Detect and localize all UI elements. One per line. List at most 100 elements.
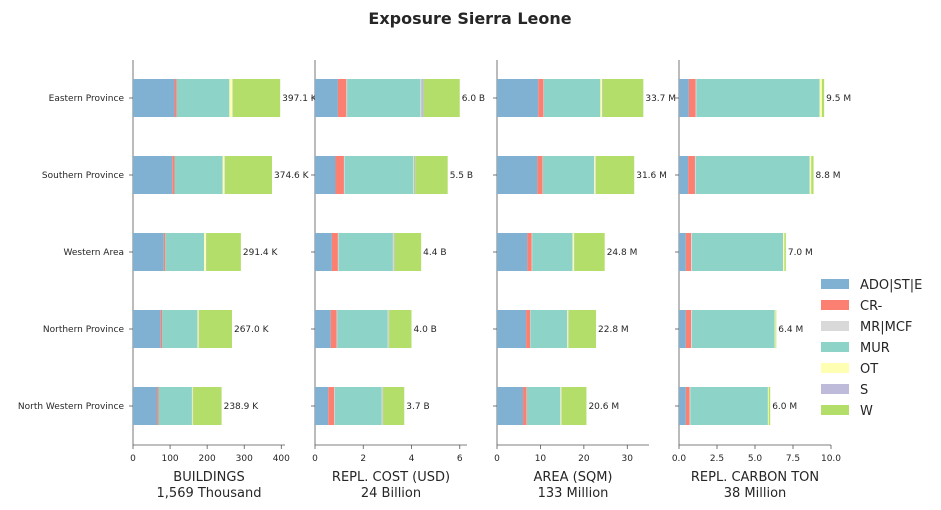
- bar-segment-ado-st-e: [497, 79, 539, 117]
- x-axis-label: AREA (SQM): [533, 470, 612, 485]
- bar-segment-w: [775, 310, 777, 348]
- bar-segment-mur: [695, 156, 810, 194]
- bar-segment-ot: [783, 233, 785, 271]
- bar-segment-cr: [685, 387, 690, 425]
- bar-segment-w: [602, 79, 644, 117]
- bar-segment-ot: [809, 156, 812, 194]
- bar-total-label: 238.9 K: [224, 402, 260, 412]
- bar-segment-ot: [767, 387, 769, 425]
- bar-segment-w: [423, 79, 460, 117]
- bar-segment-w: [784, 233, 786, 271]
- x-tick-label: 0: [494, 454, 500, 464]
- bar-segment-cr: [328, 387, 335, 425]
- x-axis-label: REPL. COST (USD): [332, 470, 450, 485]
- bar-segment-mur: [338, 233, 393, 271]
- bar-total-label: 6.0 B: [462, 94, 485, 104]
- bar-total-label: 20.6 M: [588, 402, 619, 412]
- bar-segment-ado-st-e: [497, 233, 528, 271]
- bar-segment-ot: [204, 233, 207, 271]
- bar-segment-cr: [337, 79, 347, 117]
- bar-segment-w: [193, 387, 222, 425]
- bar-total-label: 8.8 M: [816, 171, 841, 181]
- bar-segment-cr: [685, 233, 692, 271]
- bar-total-label: 4.4 B: [423, 248, 446, 258]
- panel-buildings: Eastern Province Southern Province Western…: [18, 60, 318, 501]
- bar-segment-mur: [162, 310, 198, 348]
- bar-segment-ot: [600, 79, 603, 117]
- x-axis-total-label: 24 Billion: [361, 486, 421, 501]
- x-tick-label: 7.5: [786, 454, 800, 464]
- bar-total-label: 31.6 M: [636, 171, 667, 181]
- bar-segment-mur: [347, 79, 421, 117]
- category-label: Northern Province: [43, 325, 125, 335]
- x-tick-label: 2.5: [710, 454, 724, 464]
- legend-swatch: [821, 363, 849, 373]
- bar-segment-ado-st-e: [679, 156, 689, 194]
- bar-segment-cr: [331, 233, 338, 271]
- bar-segment-cr: [537, 156, 543, 194]
- bar-segment-mr-mcf: [337, 233, 339, 271]
- bar-total-label: 7.0 M: [788, 248, 813, 258]
- x-axis-total-label: 1,569 Thousand: [157, 486, 262, 501]
- x-tick-label: 10.0: [821, 454, 841, 464]
- bar-segment-w: [206, 233, 241, 271]
- bar-segment-cr: [157, 387, 159, 425]
- bar-segment-ot: [819, 79, 822, 117]
- panel-area-sqm: 0 10 20 30 AREA (SQM)133 Million 33.7 M 31.6 M…: [493, 60, 676, 501]
- bar-segment-cr: [172, 156, 175, 194]
- category-label: Eastern Province: [49, 94, 125, 104]
- bar-segment-ado-st-e: [315, 233, 332, 271]
- legend-label: MUR: [860, 341, 890, 356]
- bar-segment-ot: [191, 387, 193, 425]
- bar-segment-cr: [335, 156, 344, 194]
- bar-segment-mur: [543, 156, 595, 194]
- chart-panels: Eastern Province Southern Province Western…: [18, 60, 851, 501]
- bar-segment-ot: [560, 387, 562, 425]
- bar-segment-mur: [165, 233, 205, 271]
- legend-label: ADO|ST|E: [860, 278, 922, 293]
- bar-segment-w: [415, 156, 448, 194]
- category-label: Southern Province: [42, 171, 125, 181]
- bar-segment-w: [224, 156, 273, 194]
- legend-swatch: [821, 342, 849, 352]
- x-tick-label: 20: [578, 454, 590, 464]
- bar-segment-cr: [523, 387, 527, 425]
- category-label: Western Area: [64, 248, 124, 258]
- bar-segment-w: [821, 79, 825, 117]
- bar-segment-ot: [229, 79, 233, 117]
- x-tick-label: 300: [236, 454, 253, 464]
- bar-segment-mur: [530, 310, 568, 348]
- bar-segment-ot: [774, 310, 776, 348]
- legend-swatch: [821, 300, 849, 310]
- bar-segment-w: [768, 387, 771, 425]
- bar-segment-cr: [163, 233, 166, 271]
- legend-swatch: [821, 405, 849, 415]
- x-tick-label: 0.0: [672, 454, 687, 464]
- x-axis-label: BUILDINGS: [173, 470, 244, 485]
- bar-segment-ado-st-e: [315, 156, 336, 194]
- bar-segment-ado-st-e: [133, 233, 164, 271]
- x-tick-label: 5.0: [748, 454, 763, 464]
- bar-segment-mur: [696, 79, 820, 117]
- x-tick-label: 2: [360, 454, 366, 464]
- bar-segment-ado-st-e: [315, 387, 329, 425]
- legend-swatch: [821, 279, 849, 289]
- bar-segment-w: [198, 310, 232, 348]
- bar-total-label: 33.7 M: [645, 94, 676, 104]
- bar-segment-w: [394, 233, 422, 271]
- legend-label: CR-: [860, 299, 883, 314]
- bar-segment-ado-st-e: [497, 387, 524, 425]
- bar-segment-mur: [344, 156, 414, 194]
- panel-repl-cost-usd: 0 2 4 6 REPL. COST (USD)24 Billion 6.0 B 5.5 B…: [311, 60, 485, 501]
- bar-segment-cr: [160, 310, 163, 348]
- bar-segment-ado-st-e: [679, 310, 686, 348]
- x-axis-label: REPL. CARBON TON: [691, 470, 819, 485]
- x-tick-label: 10: [535, 454, 547, 464]
- x-tick-label: 0: [130, 454, 136, 464]
- x-tick-label: 400: [273, 454, 290, 464]
- bar-segment-s: [393, 233, 395, 271]
- bar-segment-mur: [176, 79, 230, 117]
- bar-segment-mur: [337, 310, 388, 348]
- x-tick-label: 30: [622, 454, 634, 464]
- x-tick-label: 0: [312, 454, 318, 464]
